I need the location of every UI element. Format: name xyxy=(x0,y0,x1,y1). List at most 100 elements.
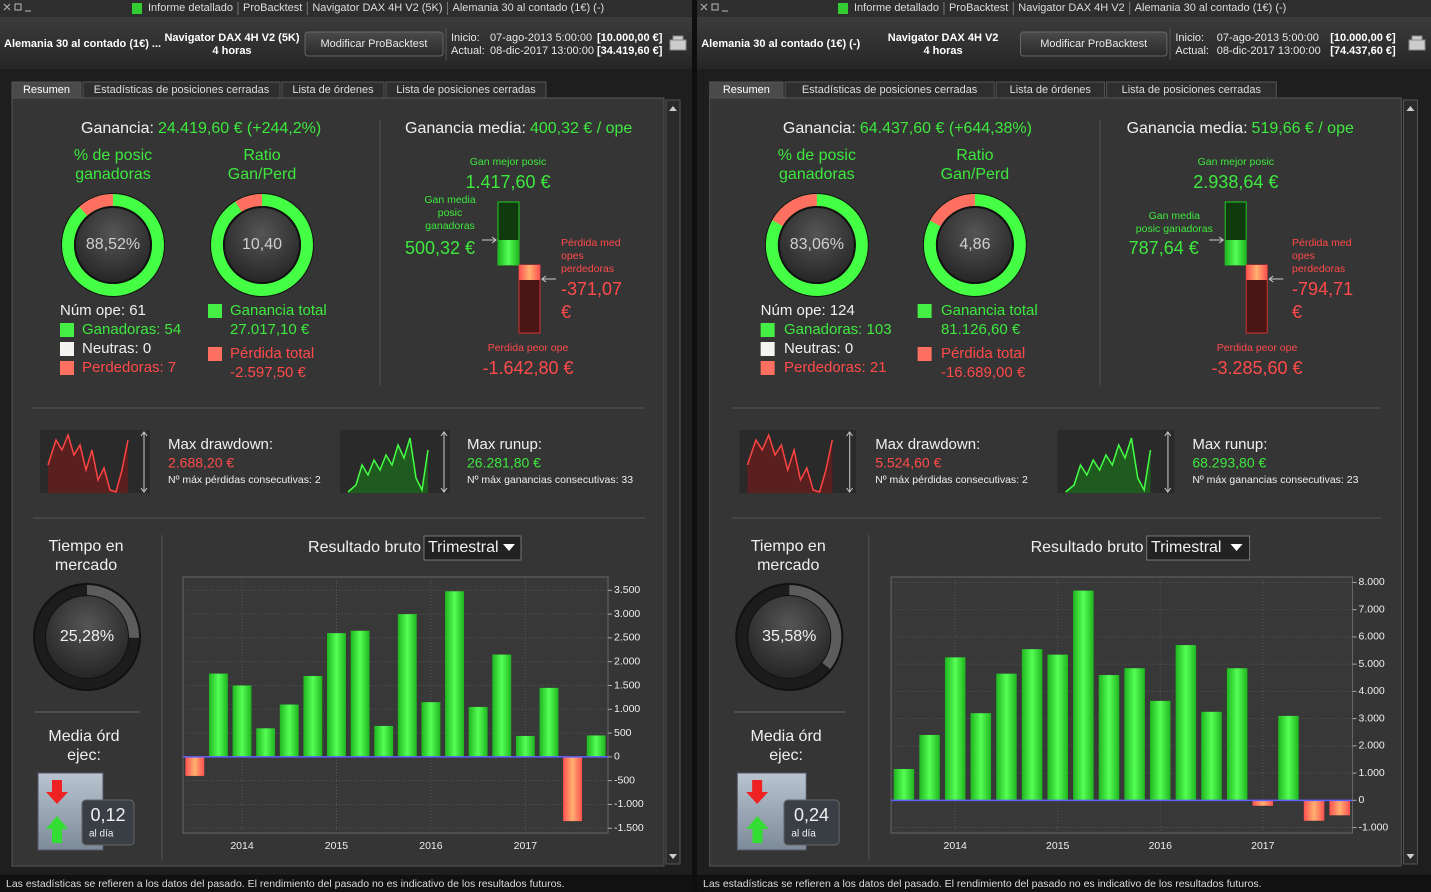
bar xyxy=(374,725,394,757)
worst-value: -1.642,80 € xyxy=(482,358,573,378)
orders-title: ejec: xyxy=(67,747,101,764)
drawdown-label: Max drawdown: xyxy=(875,436,980,453)
legend-winners: Ganadoras: 103 xyxy=(784,321,892,338)
legend-swatch xyxy=(917,347,932,361)
market-title: mercado xyxy=(55,557,117,574)
tab[interactable] xyxy=(784,81,995,99)
tab-label: Resumen xyxy=(723,84,770,96)
footer-bar xyxy=(697,876,1431,892)
start-label: Inicio: xyxy=(451,32,480,44)
current-label: Actual: xyxy=(451,45,485,57)
tab[interactable] xyxy=(385,81,547,99)
ring-label: 83,06% xyxy=(790,236,844,253)
drawdown-value: 5.524,60 € xyxy=(875,455,941,471)
window-controls xyxy=(700,3,728,12)
x-tick-label: 2017 xyxy=(1251,840,1275,852)
instrument: Alemania 30 al contado (1€) (-) xyxy=(701,38,860,50)
drawdown-value: 2.688,20 € xyxy=(168,455,234,471)
start-date: 07-ago-2013 5:00:00 xyxy=(1217,32,1319,44)
bar xyxy=(1150,700,1171,801)
ring-inner xyxy=(935,206,1014,284)
total-gain-label: Ganancia total xyxy=(230,302,327,319)
report-panel: Informe detallado ProBacktest Navigator DA… xyxy=(697,0,1431,892)
modify-button[interactable] xyxy=(1020,31,1168,57)
timeframe: 4 horas xyxy=(924,45,963,57)
window-tab: Navigator DAX 4H V2 xyxy=(1018,2,1124,14)
tab[interactable] xyxy=(82,81,281,99)
tab[interactable] xyxy=(1105,81,1277,99)
window-controls xyxy=(3,3,31,12)
runup-value: 26.281,80 € xyxy=(467,455,541,471)
print-icon[interactable] xyxy=(669,35,687,51)
chart-title: Resultado bruto xyxy=(1031,539,1144,556)
modify-button[interactable] xyxy=(304,31,444,57)
bar xyxy=(232,685,252,757)
bar xyxy=(586,735,606,757)
y-tick-label: 1.000 xyxy=(1359,767,1385,779)
print-icon[interactable] xyxy=(1408,35,1426,51)
period-label: Trimestral xyxy=(428,539,499,556)
y-tick-label: 0 xyxy=(614,751,620,763)
current-capital: [34.419,60 €] xyxy=(597,45,663,57)
window-tab: Informe detallado xyxy=(854,2,939,14)
orders-unit: al día xyxy=(791,829,816,840)
scrollbar[interactable] xyxy=(665,99,681,865)
ring-red xyxy=(235,194,263,212)
footer-bar xyxy=(0,876,692,892)
sparkline xyxy=(47,432,129,493)
bar xyxy=(1124,668,1145,801)
sparkline xyxy=(1065,437,1152,493)
market-title: Tiempo en xyxy=(751,538,826,555)
best-value: 2.938,64 € xyxy=(1193,172,1278,192)
market-ring-fill xyxy=(86,585,139,638)
period-dropdown[interactable] xyxy=(423,535,522,561)
legend-swatch xyxy=(760,361,775,375)
sparkline xyxy=(746,432,834,493)
legend-neutral: Neutras: 0 xyxy=(82,340,151,357)
current-capital: [74.437,60 €] xyxy=(1330,45,1396,57)
current-label: Actual: xyxy=(1175,45,1209,57)
footer-text: Las estadísticas se refieren a los datos… xyxy=(703,878,1262,890)
legend-neutral: Neutras: 0 xyxy=(784,340,853,357)
tab[interactable] xyxy=(709,81,784,99)
win-pct-title: ganadoras xyxy=(75,166,151,183)
legend-losers: Perdedoras: 7 xyxy=(82,359,176,376)
y-tick-label: 7.000 xyxy=(1359,603,1385,615)
runup-streak: Nº máx ganancias consecutivas: 23 xyxy=(1192,474,1358,486)
tab[interactable] xyxy=(11,81,82,99)
window-tab: Alemania 30 al contado (1€) (-) xyxy=(1135,2,1287,14)
bar xyxy=(492,654,512,757)
ratio-title: Gan/Perd xyxy=(228,166,296,183)
current-date: 08-dic-2017 13:00:00 xyxy=(490,45,594,57)
num-ops: Núm ope: 61 xyxy=(60,302,146,319)
worst-label: Perdida peor ope xyxy=(488,342,569,354)
system-name: Navigator DAX 4H V2 (5K) xyxy=(164,32,299,44)
avg-loss-label: opes xyxy=(561,250,584,262)
bar xyxy=(397,614,417,757)
legend-swatch xyxy=(60,361,74,375)
best-value: 1.417,60 € xyxy=(465,172,550,192)
bar xyxy=(421,702,441,757)
avg-win: 787,64 € xyxy=(1129,238,1199,258)
ratio-title: Ratio xyxy=(956,147,993,164)
y-tick-label: 0 xyxy=(1359,794,1365,806)
start-capital: [10.000,00 €] xyxy=(1330,32,1396,44)
x-tick-label: 2015 xyxy=(1046,840,1070,852)
gain-label: Ganancia: xyxy=(783,120,856,137)
drawdown-streak: Nº máx pérdidas consecutivas: 2 xyxy=(168,474,321,486)
tab-label: Lista de posiciones cerradas xyxy=(396,84,536,96)
avg-loss: -794,71 xyxy=(1292,279,1353,299)
tab[interactable] xyxy=(281,81,385,99)
timeframe: 4 horas xyxy=(212,45,251,57)
ring-red xyxy=(772,194,818,227)
y-tick-label: -500 xyxy=(614,774,635,786)
window-tab: Alemania 30 al contado (1€) (-) xyxy=(453,2,605,14)
market-title: mercado xyxy=(757,557,819,574)
scrollbar[interactable] xyxy=(1402,99,1418,865)
report-panel: Informe detallado ProBacktest Navigator DA… xyxy=(0,0,692,892)
avg-loss: -371,07 xyxy=(561,279,622,299)
tab[interactable] xyxy=(995,81,1105,99)
avg-win-label: ganadoras xyxy=(425,220,475,232)
y-tick-label: 4.000 xyxy=(1359,685,1385,697)
period-dropdown[interactable] xyxy=(1146,535,1251,561)
